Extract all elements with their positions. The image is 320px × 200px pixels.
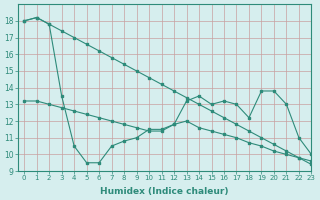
X-axis label: Humidex (Indice chaleur): Humidex (Indice chaleur) bbox=[100, 187, 229, 196]
